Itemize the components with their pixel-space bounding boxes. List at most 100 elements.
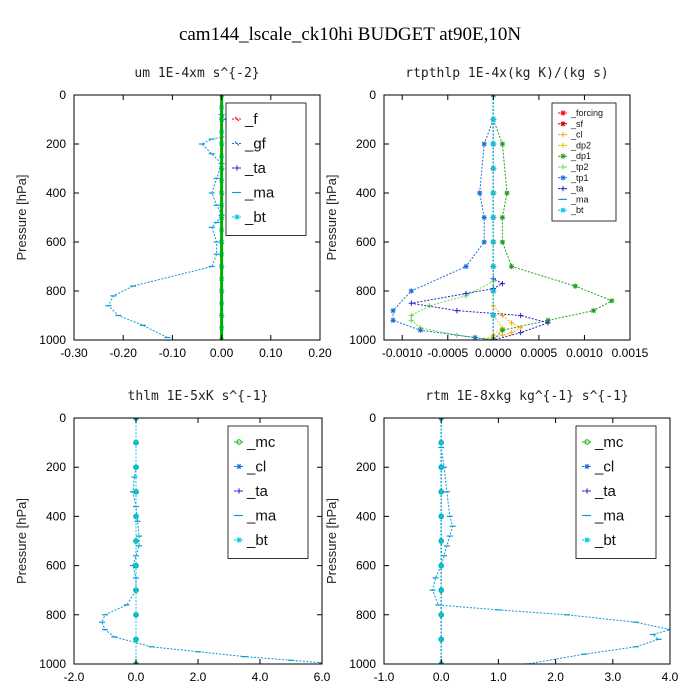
series-group (390, 95, 615, 340)
legend-box (227, 425, 309, 559)
data-point (499, 239, 506, 245)
y-tick-label: 0 (369, 88, 376, 102)
legend: _f _gf _ta _ma _bt (225, 102, 307, 236)
legend-marker (584, 463, 590, 470)
data-point (417, 327, 424, 333)
legend-marker (560, 121, 566, 127)
legend-label: _gf (244, 136, 267, 153)
y-tick-label: 800 (46, 284, 66, 298)
data-point (133, 464, 139, 470)
y-axis-label: Pressure [hPa] (324, 175, 339, 261)
data-point (590, 308, 597, 314)
x-tick-label: -0.0010 (382, 346, 423, 360)
x-tick-label: 2.0 (190, 670, 207, 684)
y-axis-label: Pressure [hPa] (14, 498, 29, 584)
panel-title: thlm 1E-5xK s^{-1} (128, 389, 269, 404)
data-point (518, 312, 524, 319)
x-tick-label: -1.0 (374, 670, 395, 684)
y-axis-label: Pressure [hPa] (324, 498, 339, 584)
data-point (508, 320, 515, 326)
panels-group: um 1E-4xm s^{-2} Pressure [hPa] -0.30 -0.20… (14, 66, 679, 684)
series-line-8 (411, 95, 550, 340)
legend-label: _tp1 (570, 173, 589, 183)
data-point (490, 312, 496, 319)
data-point (133, 538, 139, 544)
legend-label: _ta (594, 483, 617, 500)
x-tick-label: 0.0015 (612, 346, 649, 360)
data-point (518, 330, 524, 336)
series-group (429, 418, 670, 664)
legend-label: _ta (570, 184, 584, 194)
y-tick-label: 800 (46, 608, 66, 622)
data-point (490, 263, 496, 270)
panel-title: rtpthlp 1E-4x(kg K)/(kg s) (405, 66, 609, 81)
y-tick-label: 0 (369, 411, 376, 425)
data-point (454, 308, 460, 314)
x-tick-label: 3.0 (604, 670, 621, 684)
data-point (438, 538, 444, 544)
data-point (481, 214, 487, 221)
data-point (133, 612, 139, 618)
y-tick-label: 600 (356, 559, 376, 573)
x-tick-label: 2.0 (547, 670, 564, 684)
x-tick-label: -0.30 (60, 346, 88, 360)
legend-marker (236, 488, 242, 494)
legend-marker (560, 186, 566, 192)
legend-marker (560, 142, 566, 148)
data-point (408, 312, 414, 319)
data-point (499, 214, 506, 221)
x-tick-label: 0.0 (433, 670, 450, 684)
y-axis-label: Pressure [hPa] (14, 175, 29, 261)
data-point (408, 288, 414, 294)
data-point (463, 290, 469, 297)
data-point (438, 587, 444, 593)
x-tick-label: 0.10 (259, 346, 283, 360)
x-tick-label: 0.0005 (521, 346, 558, 360)
data-point (499, 141, 506, 147)
legend-box (225, 102, 307, 236)
y-tick-label: 200 (356, 460, 376, 474)
data-point (481, 239, 487, 245)
y-tick-label: 600 (46, 235, 66, 249)
legend-label: _cl (246, 459, 266, 476)
chart-panel-1: um 1E-4xm s^{-2} Pressure [hPa] -0.30 -0.20… (14, 66, 332, 360)
legend-marker (560, 164, 566, 170)
legend-marker (560, 132, 566, 138)
legend-label: _f (244, 111, 258, 128)
legend-marker (234, 141, 240, 146)
data-point (477, 190, 483, 196)
y-tick-label: 600 (46, 559, 66, 573)
legend: _mc _cl _ta _ma _bt (575, 425, 657, 559)
legend-marker (234, 165, 240, 171)
y-tick-label: 0 (59, 411, 66, 425)
y-tick-label: 1000 (39, 333, 66, 347)
figure-title: cam144_lscale_ck10hi BUDGET at90E,10N (179, 24, 521, 45)
x-tick-label: -2.0 (64, 670, 85, 684)
legend-marker (560, 207, 566, 213)
x-tick-label: 0.0000 (475, 346, 512, 360)
legend-label: _bt (246, 532, 269, 549)
legend-label: _ma (570, 194, 589, 204)
y-tick-label: 1000 (349, 333, 376, 347)
data-point (490, 288, 496, 294)
data-point (499, 281, 506, 287)
y-tick-label: 600 (356, 235, 376, 249)
y-tick-label: 1000 (39, 657, 66, 671)
legend-label: _forcing (570, 108, 603, 118)
y-tick-label: 800 (356, 284, 376, 298)
data-point (390, 317, 396, 323)
data-point (499, 327, 506, 333)
y-tick-label: 400 (46, 509, 66, 523)
legend-label: _bt (594, 532, 617, 549)
data-point (463, 263, 469, 270)
panel-title: um 1E-4xm s^{-2} (134, 66, 259, 81)
data-point (133, 513, 139, 519)
data-point (438, 464, 444, 470)
legend-marker (234, 214, 240, 220)
legend-label: _mc (246, 434, 276, 451)
data-point (133, 587, 139, 593)
legend-marker (560, 153, 566, 159)
y-tick-label: 200 (46, 460, 66, 474)
legend-marker (236, 463, 242, 470)
x-tick-label: 6.0 (314, 670, 331, 684)
